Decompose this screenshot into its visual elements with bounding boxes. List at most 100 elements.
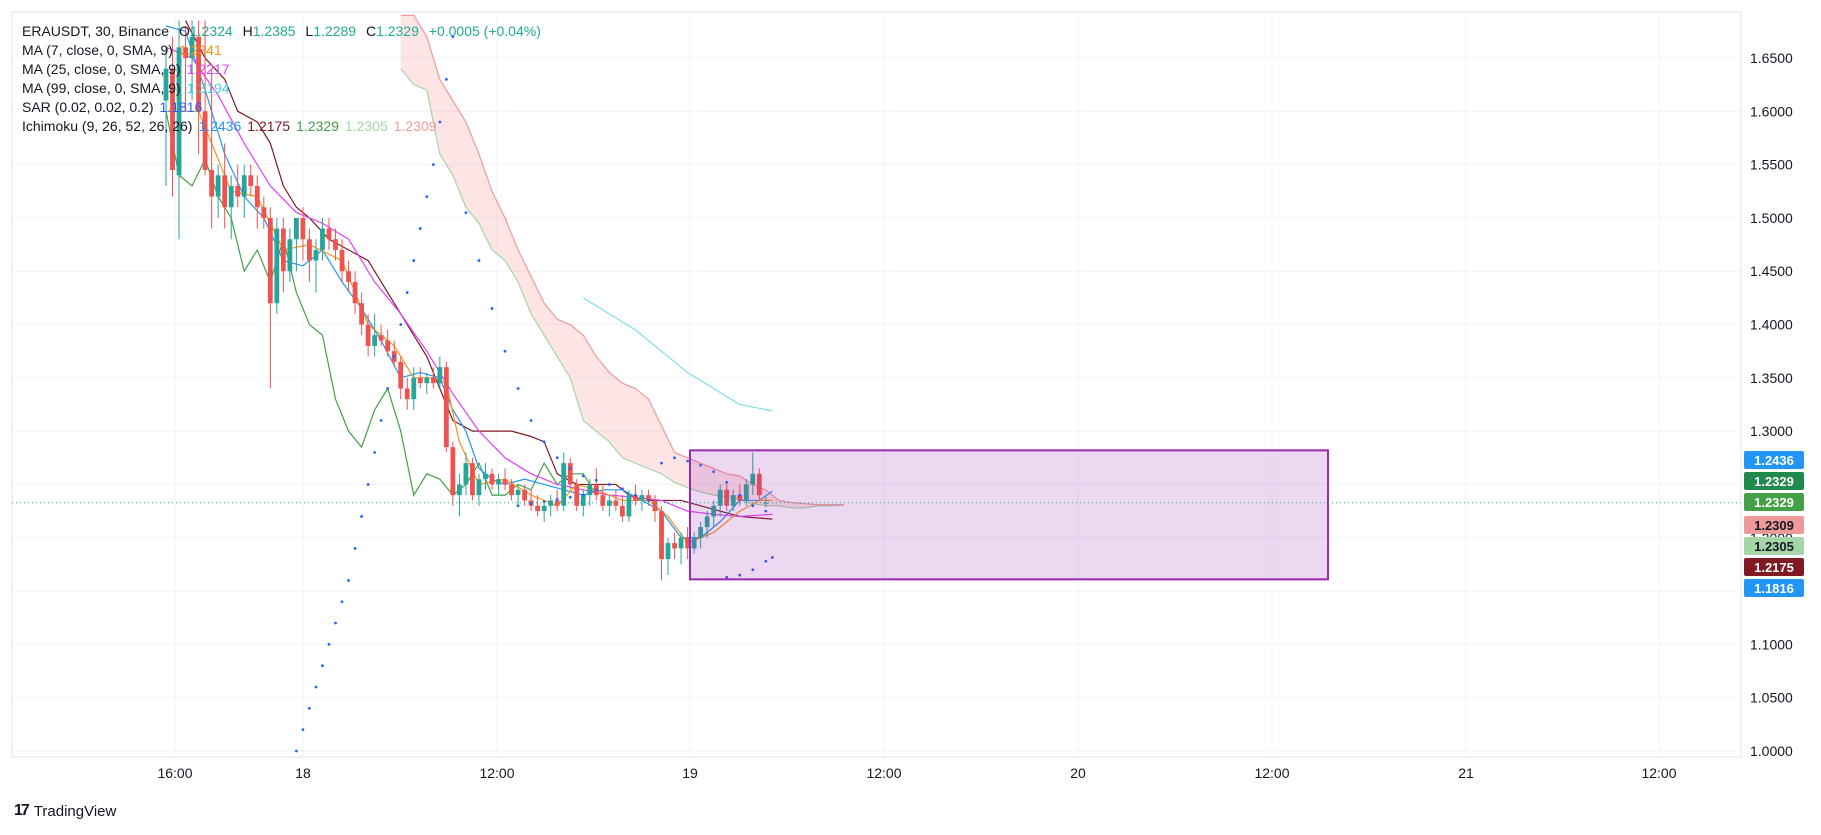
- indicator-value: 1.2329: [296, 118, 339, 134]
- candle-body: [672, 543, 677, 549]
- sar-dot: [581, 474, 585, 478]
- y-tick-label: 1.5500: [1750, 157, 1793, 173]
- indicator-value: 1.2309: [393, 118, 437, 134]
- candle-body: [483, 473, 488, 480]
- candle-body: [443, 367, 449, 448]
- x-tick-label: 20: [1070, 765, 1086, 781]
- x-tick-label: 18: [295, 765, 311, 781]
- y-tick-label: 1.0500: [1750, 690, 1793, 706]
- ma99-line: [582, 297, 773, 412]
- candle-body: [215, 175, 221, 197]
- tradingview-logo[interactable]: 17 TradingView: [14, 802, 116, 820]
- candle-body: [287, 239, 293, 272]
- sar-dot: [451, 35, 455, 39]
- sar-dot: [555, 497, 559, 501]
- y-tick-label: 1.4500: [1750, 263, 1793, 279]
- candle-body: [606, 500, 612, 506]
- candle-body: [554, 500, 560, 506]
- candle-body: [633, 495, 638, 501]
- sar-dot: [699, 463, 703, 467]
- price-badge-value: 1.2305: [1754, 539, 1794, 554]
- sar-dot: [529, 419, 533, 422]
- span-a-line: [400, 68, 845, 509]
- sar-dot: [314, 685, 318, 689]
- candle-body: [196, 36, 201, 112]
- cloud-fill: [400, 15, 845, 508]
- price-badge-value: 1.2329: [1754, 474, 1794, 489]
- candle-body: [300, 217, 306, 240]
- indicator-value: 1.2217: [186, 61, 230, 77]
- candle-body: [437, 367, 443, 384]
- candle-body: [189, 36, 195, 58]
- candle-body: [678, 537, 684, 549]
- indicator-label: Ichimoku (9, 26, 52, 26, 26): [22, 118, 193, 134]
- y-tick-label: 1.4000: [1750, 317, 1793, 333]
- candle-body: [235, 185, 241, 197]
- indicator-row[interactable]: MA (25, close, 0, SMA, 9) 1.2217: [22, 60, 547, 79]
- range-box-drawing[interactable]: [689, 449, 1329, 581]
- x-tick-label: 12:00: [1254, 765, 1289, 781]
- candle-body: [691, 537, 697, 549]
- candles: [163, 20, 769, 581]
- sar-dot: [725, 575, 729, 579]
- candle-body: [502, 479, 508, 485]
- x-tick-label: 19: [682, 765, 698, 781]
- indicator-label: SAR (0.02, 0.02, 0.2): [22, 99, 154, 115]
- candle-body: [626, 495, 632, 517]
- candle-body: [717, 489, 723, 506]
- indicator-label: MA (99, close, 0, SMA, 9): [22, 80, 181, 96]
- candle-body: [639, 495, 645, 501]
- candle-body: [254, 185, 260, 208]
- candle-body: [600, 495, 606, 506]
- y-tick-label: 1.5000: [1750, 210, 1793, 226]
- sar-dot: [660, 461, 663, 465]
- indicator-row[interactable]: SAR (0.02, 0.02, 0.2) 1.1816: [22, 98, 547, 117]
- tenkan-line: [165, 25, 773, 539]
- y-tick-label: 1.1000: [1750, 636, 1793, 652]
- indicator-row[interactable]: MA (99, close, 0, SMA, 9) 1.3194: [22, 79, 547, 98]
- y-tick-label: 1.3500: [1750, 370, 1793, 386]
- candle-body: [326, 228, 332, 240]
- sar-dot: [764, 509, 768, 513]
- sar-dot: [634, 493, 637, 497]
- price-badge-value: 1.2175: [1754, 560, 1794, 575]
- candle-body: [620, 505, 625, 517]
- candle-body: [294, 217, 299, 240]
- candle-body: [567, 463, 573, 485]
- indicator-value: 1.2305: [344, 118, 388, 134]
- sar-dot: [418, 227, 422, 230]
- sar-dot: [366, 483, 370, 486]
- sar-dot: [334, 621, 337, 625]
- y-tick-label: 1.0000: [1750, 743, 1793, 759]
- sar-dot: [405, 291, 409, 294]
- chart-legend: ERAUSDT, 30, Binance O1.2324 H1.2385 L1.…: [22, 22, 547, 136]
- candle-body: [548, 500, 554, 506]
- sar-dot: [353, 547, 357, 550]
- price-badge: [1744, 493, 1804, 511]
- candle-body: [463, 463, 469, 485]
- candle-body: [424, 377, 430, 384]
- sar-dot: [412, 259, 416, 262]
- candle-body: [522, 489, 527, 501]
- sar-dot: [751, 504, 755, 508]
- indicator-row[interactable]: MA (7, close, 0, SMA, 9) 1.2341: [22, 41, 547, 60]
- price-badge: [1744, 472, 1804, 490]
- candle-body: [763, 502, 769, 504]
- sar-dot: [529, 502, 533, 506]
- ichimoku-cloud: [400, 15, 845, 508]
- candle-body: [476, 479, 482, 496]
- candle-body: [320, 228, 325, 250]
- indicator-row[interactable]: Ichimoku (9, 26, 52, 26, 26) 1.2436 1.2175…: [22, 117, 547, 136]
- candle-body: [222, 175, 228, 208]
- sar-dot: [568, 467, 572, 470]
- candle-body: [339, 249, 345, 272]
- y-tick-label: 1.6500: [1750, 50, 1793, 66]
- candle-body: [756, 473, 762, 496]
- sar-dot: [555, 456, 559, 460]
- candle-body: [450, 447, 456, 496]
- candle-body: [489, 473, 495, 485]
- sar-dot: [327, 642, 331, 646]
- sar-dot: [751, 568, 755, 572]
- sar-dot: [764, 559, 768, 563]
